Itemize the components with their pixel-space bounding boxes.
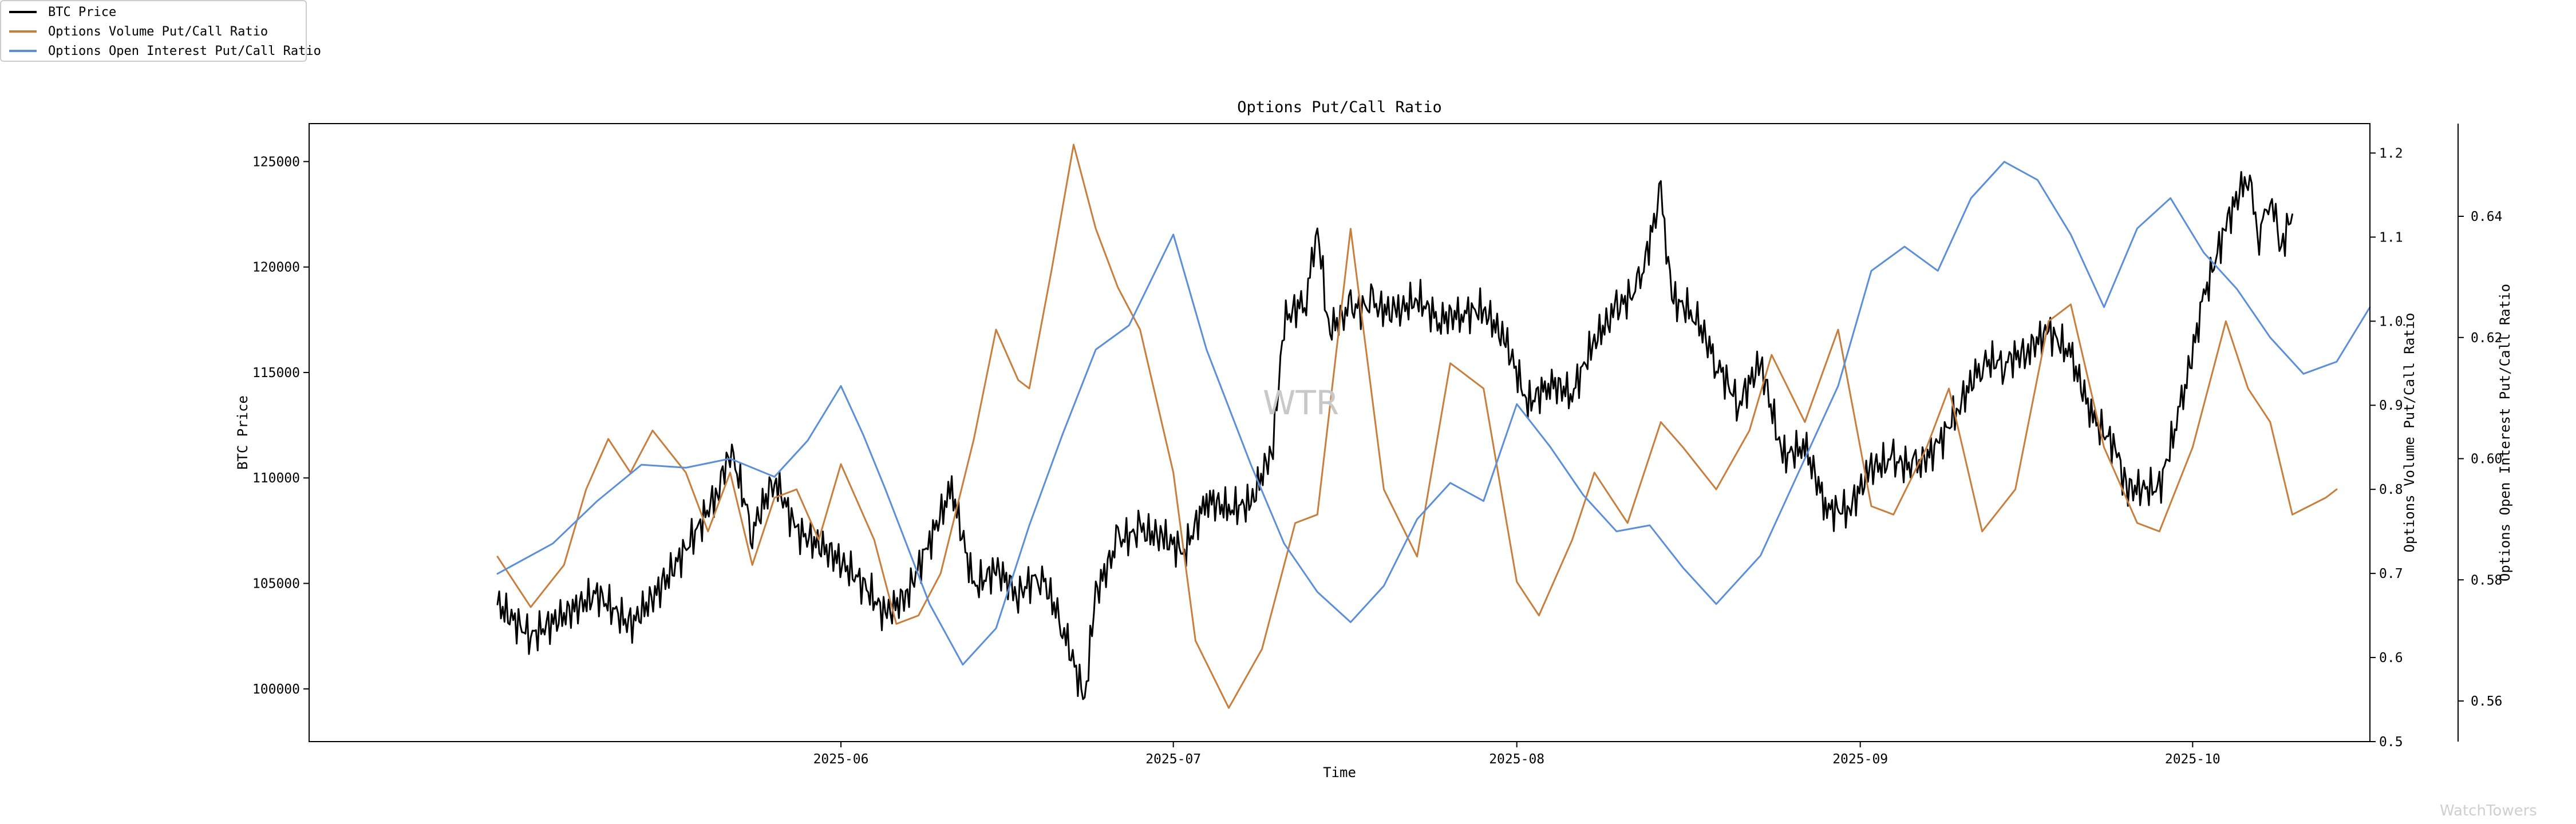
right1-tick-label: 0.8 xyxy=(2379,482,2403,497)
x-tick-label: 2025-08 xyxy=(1489,752,1544,767)
right2-axis-label: Options Open Interest Put/Call Ratio xyxy=(2497,284,2513,581)
legend: BTC Price Options Volume Put/Call Ratio … xyxy=(0,0,321,62)
legend-swatch-oi-ratio xyxy=(9,50,37,52)
legend-swatch-volume-ratio xyxy=(9,30,37,33)
left-axis-label: BTC Price xyxy=(235,395,251,470)
series-line-volume-ratio xyxy=(496,144,2338,709)
right1-tick-label: 0.5 xyxy=(2379,735,2403,750)
plot-frame xyxy=(309,123,2370,742)
right2-axis-ticks: 0.56 0.58 0.60 0.62 0.64 xyxy=(2458,209,2502,709)
right2-tick-label: 0.60 xyxy=(2471,452,2502,467)
legend-label-btc-price: BTC Price xyxy=(48,5,117,19)
right2-tick-label: 0.56 xyxy=(2471,694,2502,709)
right1-tick-label: 0.9 xyxy=(2379,398,2403,413)
right1-tick-label: 0.6 xyxy=(2379,651,2403,665)
legend-item-btc-price: BTC Price xyxy=(9,3,116,21)
right2-tick-label: 0.64 xyxy=(2471,209,2502,224)
legend-label-volume-ratio: Options Volume Put/Call Ratio xyxy=(48,24,268,39)
left-tick-label: 100000 xyxy=(252,682,300,697)
legend-item-volume-ratio: Options Volume Put/Call Ratio xyxy=(9,23,268,40)
x-tick-label: 2025-09 xyxy=(1832,752,1888,767)
x-tick-label: 2025-10 xyxy=(2165,752,2221,767)
x-axis-ticks: 2025-06 2025-07 2025-08 2025-09 2025-10 xyxy=(813,742,2221,767)
right1-axis-label: Options Volume Put/Call Ratio xyxy=(2401,312,2417,552)
right1-tick-label: 1.2 xyxy=(2379,146,2403,161)
right2-tick-label: 0.62 xyxy=(2471,331,2502,346)
right1-axis-ticks: 0.5 0.6 0.7 0.8 0.9 1.0 1.1 1.2 xyxy=(2370,146,2403,750)
brand-watermark: WatchTowers xyxy=(2440,802,2537,819)
left-tick-label: 120000 xyxy=(252,260,300,275)
right2-tick-label: 0.58 xyxy=(2471,573,2502,588)
right1-tick-label: 0.7 xyxy=(2379,566,2403,581)
right1-tick-label: 1.0 xyxy=(2379,314,2403,329)
series-line-btc-price xyxy=(496,171,2293,700)
watermark-text: WTR xyxy=(1263,383,1340,422)
x-tick-label: 2025-07 xyxy=(1145,752,1201,767)
series-line-oi-ratio xyxy=(496,161,2371,665)
chart-title: Options Put/Call Ratio xyxy=(1237,98,1442,116)
left-axis-ticks: 100000 105000 110000 115000 120000 125000 xyxy=(252,154,309,697)
left-tick-label: 115000 xyxy=(252,366,300,381)
series-layer xyxy=(496,144,2371,709)
left-tick-label: 105000 xyxy=(252,577,300,592)
x-tick-label: 2025-06 xyxy=(813,752,869,767)
left-tick-label: 125000 xyxy=(252,154,300,169)
legend-label-oi-ratio: Options Open Interest Put/Call Ratio xyxy=(48,43,321,58)
x-axis-label: Time xyxy=(1323,764,1356,781)
legend-item-oi-ratio: Options Open Interest Put/Call Ratio xyxy=(9,42,321,60)
legend-swatch-btc-price xyxy=(9,11,37,13)
right1-tick-label: 1.1 xyxy=(2379,230,2403,245)
left-tick-label: 110000 xyxy=(252,471,300,486)
